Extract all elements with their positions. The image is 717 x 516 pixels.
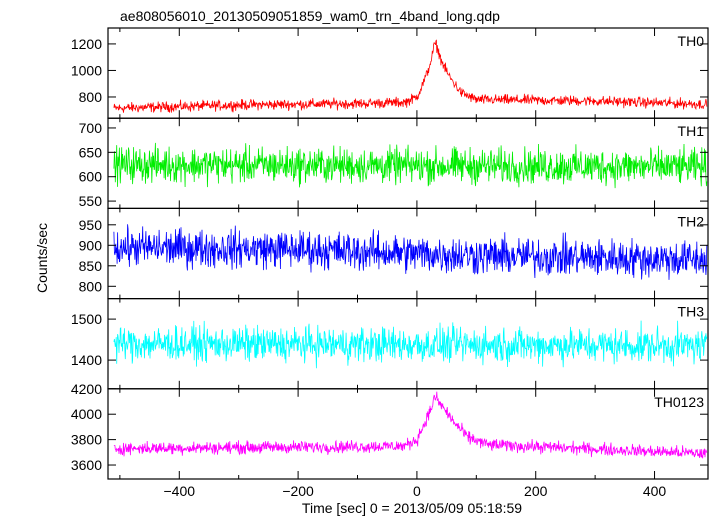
series-line-th0 [113, 39, 708, 113]
x-tick-label: 0 [413, 483, 421, 499]
y-tick-label: 800 [79, 89, 103, 105]
x-axis: −400 −200 0 200 400 [164, 483, 667, 499]
panel-th1: 550 600 650 700 TH1 [79, 117, 709, 209]
series-line-th2 [113, 224, 708, 280]
y-tick-label: 850 [79, 258, 103, 274]
y-tick-label: 1500 [71, 311, 102, 327]
y-tick-label: 3800 [71, 432, 102, 448]
series-line-th0123 [113, 391, 708, 459]
panel-th2: 800 850 900 950 TH2 [79, 207, 709, 300]
x-axis-label: Time [sec] 0 = 2013/05/09 05:18:59 [302, 500, 522, 516]
y-tick-label: 1200 [71, 36, 102, 52]
panel-name-label: TH2 [678, 213, 705, 229]
y-tick-label: 4200 [71, 381, 102, 397]
y-tick-label: 1000 [71, 62, 102, 78]
y-tick-label: 600 [79, 169, 103, 185]
y-tick-label: 650 [79, 144, 103, 160]
panel-th0123: 3600 3800 4000 4200 TH0123 [71, 381, 709, 480]
y-tick-label: 550 [79, 193, 103, 209]
y-tick-label: 1400 [71, 352, 102, 368]
x-tick-label: 200 [524, 483, 548, 499]
x-tick-label: −400 [164, 483, 196, 499]
y-tick-label: 3600 [71, 457, 102, 473]
y-tick-label: 900 [79, 237, 103, 253]
y-tick-label: 950 [79, 217, 103, 233]
panel-name-label: TH0 [678, 33, 705, 49]
y-tick-label: 4000 [71, 406, 102, 422]
series-line-th1 [113, 142, 708, 189]
panel-frame [107, 388, 709, 480]
x-tick-label: −200 [282, 483, 314, 499]
y-axis-label: Counts/sec [34, 223, 50, 293]
y-tick-label: 800 [79, 278, 103, 294]
panel-stack: 800 1000 1200 TH0 550 600 650 700 TH1 800 850 900 95… [71, 27, 709, 480]
panel-th3: 1400 1500 TH3 [71, 298, 709, 390]
series-line-th3 [113, 320, 708, 369]
chart-title: ae808056010_20130509051859_wam0_trn_4ban… [120, 8, 500, 24]
panel-name-label: TH3 [678, 304, 705, 320]
x-tick-label: 400 [643, 483, 667, 499]
panel-name-label: TH1 [678, 123, 705, 139]
panel-th0: 800 1000 1200 TH0 [71, 27, 709, 119]
panel-name-label: TH0123 [654, 394, 704, 410]
y-tick-label: 700 [79, 120, 103, 136]
